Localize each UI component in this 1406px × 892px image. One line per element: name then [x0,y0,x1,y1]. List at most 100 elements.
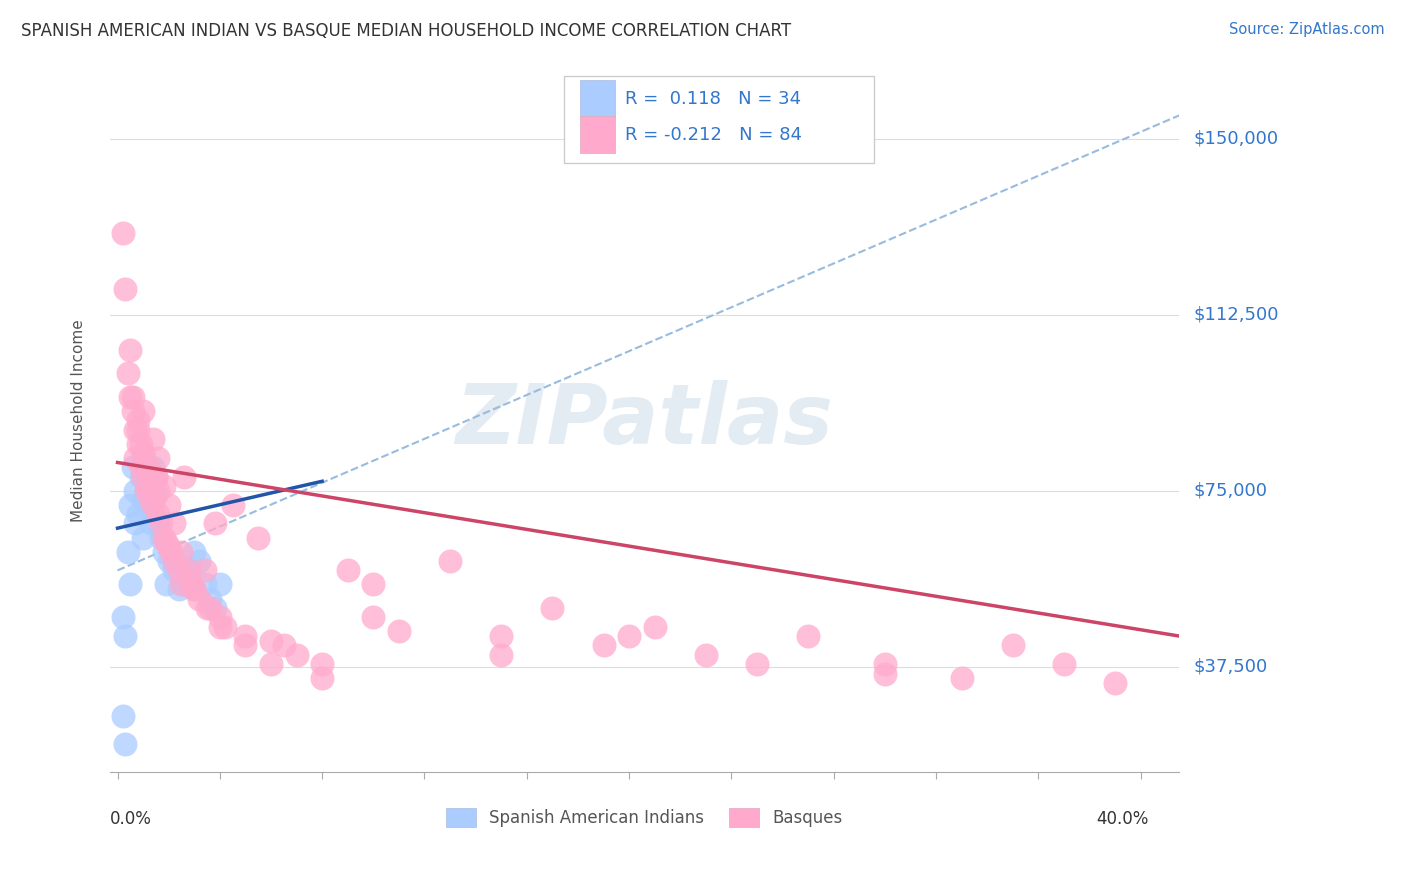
Point [183,582,205,596]
Point [235,639,257,653]
Point [195,600,218,615]
Text: Source: ZipAtlas.com: Source: ZipAtlas.com [1229,22,1385,37]
Point [132,446,155,460]
Point [142,498,165,512]
Point [173,469,195,483]
Point [129,436,152,450]
Point [170,544,193,558]
Point [157,540,180,554]
Point [183,544,205,558]
Point [148,507,170,521]
Point [148,483,170,498]
Text: $37,500: $37,500 [1194,657,1267,675]
Point [150,531,173,545]
Point [132,446,155,460]
Point [117,544,139,558]
Point [311,671,333,685]
Point [204,600,226,615]
Point [167,563,190,577]
Point [142,432,165,446]
Point [336,563,359,577]
Point [120,390,142,404]
Point [188,591,211,606]
Point [148,450,170,465]
Point [120,577,142,591]
Point [214,620,236,634]
Point [208,610,231,624]
Point [873,666,896,681]
Point [157,498,180,512]
Text: $150,000: $150,000 [1194,130,1278,148]
Text: 40.0%: 40.0% [1097,810,1149,828]
Point [163,554,186,568]
Point [129,460,152,475]
Point [617,629,640,643]
Point [198,591,221,606]
Text: R =  0.118   N = 34: R = 0.118 N = 34 [626,90,801,108]
Point [179,573,201,587]
Point [142,460,165,475]
Point [120,343,142,357]
Point [173,577,195,591]
Point [157,554,180,568]
Point [111,610,134,624]
FancyBboxPatch shape [581,80,614,117]
Point [124,483,146,498]
Point [145,488,167,502]
Point [188,554,211,568]
Point [1053,657,1076,672]
Point [155,535,177,549]
Point [183,582,205,596]
Point [117,367,139,381]
Point [127,423,149,437]
Point [152,544,174,558]
Point [163,516,186,531]
Text: ZIPatlas: ZIPatlas [456,380,834,461]
Point [644,620,666,634]
Point [152,531,174,545]
Point [114,282,136,296]
Point [221,498,243,512]
Point [592,639,614,653]
Point [114,737,136,751]
Point [1001,639,1024,653]
Point [873,657,896,672]
Point [127,413,149,427]
Point [135,483,157,498]
Point [439,554,461,568]
Point [235,629,257,643]
Point [208,577,231,591]
Point [124,516,146,531]
Point [111,708,134,723]
Point [129,469,152,483]
Point [152,479,174,493]
Point [148,516,170,531]
Point [193,563,215,577]
Point [950,671,973,685]
Point [127,436,149,450]
Point [160,544,183,558]
Point [489,648,512,662]
Legend: Spanish American Indians, Basques: Spanish American Indians, Basques [439,802,849,834]
FancyBboxPatch shape [581,116,614,153]
Point [139,493,162,508]
Text: R = -0.212   N = 84: R = -0.212 N = 84 [626,126,803,144]
Point [363,610,385,624]
Point [311,657,333,672]
Point [179,563,201,577]
Point [135,483,157,498]
FancyBboxPatch shape [564,76,875,163]
Point [695,648,717,662]
Point [541,600,564,615]
Point [208,620,231,634]
Point [285,648,308,662]
Point [122,460,145,475]
Point [489,629,512,643]
Point [136,479,159,493]
Point [1104,676,1126,690]
Point [120,498,142,512]
Point [198,600,221,615]
Point [363,577,385,591]
Point [114,629,136,643]
Point [136,498,159,512]
